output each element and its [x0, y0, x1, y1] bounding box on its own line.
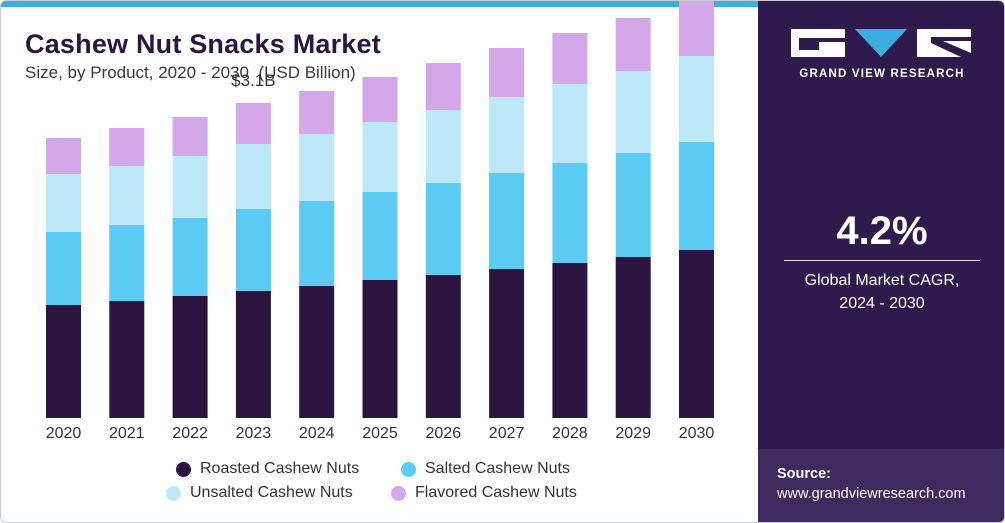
- bar-segment-roasted-cashew-nuts-2020: [46, 305, 81, 418]
- bar-segment-unsalted-cashew-nuts-2027: [489, 97, 525, 173]
- bar-segment-flavored-cashew-nuts-2020: [46, 138, 81, 174]
- bar-segment-roasted-cashew-nuts-2024: [299, 286, 335, 418]
- accent-top-bar: [1, 1, 758, 7]
- cagr-label-line1: Global Market CAGR,: [804, 272, 960, 289]
- x-tick-label-2023: 2023: [236, 425, 272, 442]
- bar-segment-unsalted-cashew-nuts-2029: [615, 71, 651, 153]
- bar-segment-unsalted-cashew-nuts-2028: [552, 84, 588, 163]
- x-tick-label-2024: 2024: [299, 425, 335, 442]
- legend-swatch-unsalted: [166, 485, 181, 501]
- cagr-label-line2: 2024 - 2030: [839, 295, 925, 312]
- data-label-2023: $3.1B: [231, 71, 275, 90]
- x-tick-label-2026: 2026: [426, 425, 462, 442]
- bar-segment-flavored-cashew-nuts-2030: [679, 1, 714, 56]
- brand-name: GRAND VIEW RESEARCH: [799, 68, 965, 80]
- bar-segment-unsalted-cashew-nuts-2022: [172, 156, 208, 218]
- stacked-bar-chart: 2020 2021 2022 2023 $3.1B 2024 2025 2026 2027 202…: [46, 1, 715, 442]
- bar-segment-salted-cashew-nuts-2021: [109, 225, 145, 301]
- bar-segment-roasted-cashew-nuts-2028: [552, 263, 588, 418]
- legend-item-roasted: Roasted Cashew Nuts: [176, 460, 359, 478]
- source-label: Source:: [777, 466, 831, 482]
- source-link[interactable]: www.grandviewresearch.com: [777, 486, 966, 502]
- bar-segment-roasted-cashew-nuts-2023: [235, 291, 271, 418]
- cagr-label: Global Market CAGR, 2024 - 2030: [758, 269, 1004, 315]
- cagr-divider: [784, 260, 980, 261]
- bar-segment-roasted-cashew-nuts-2030: [679, 250, 714, 418]
- bar-segment-salted-cashew-nuts-2029: [615, 153, 651, 257]
- legend-swatch-roasted: [176, 461, 191, 477]
- x-tick-label-2025: 2025: [362, 425, 398, 442]
- bar-segment-flavored-cashew-nuts-2025: [362, 77, 398, 122]
- x-tick-label-2028: 2028: [552, 425, 588, 442]
- bar-segment-salted-cashew-nuts-2020: [46, 232, 81, 305]
- x-tick-label-2027: 2027: [489, 425, 525, 442]
- bar-segment-flavored-cashew-nuts-2029: [615, 18, 651, 71]
- bar-segment-unsalted-cashew-nuts-2026: [425, 110, 461, 183]
- bar-segment-roasted-cashew-nuts-2025: [362, 280, 398, 418]
- bar-segment-unsalted-cashew-nuts-2021: [109, 166, 145, 225]
- bar-segment-salted-cashew-nuts-2030: [679, 142, 714, 250]
- legend-swatch-salted: [401, 461, 416, 477]
- bar-segment-flavored-cashew-nuts-2021: [109, 128, 145, 166]
- x-tick-label-2029: 2029: [615, 425, 651, 442]
- bar-segment-flavored-cashew-nuts-2027: [489, 48, 525, 97]
- legend-swatch-flavored: [391, 485, 406, 501]
- bar-segment-salted-cashew-nuts-2028: [552, 163, 588, 263]
- bar-segment-flavored-cashew-nuts-2022: [172, 117, 208, 156]
- bar-segment-roasted-cashew-nuts-2022: [172, 296, 208, 418]
- bar-segment-salted-cashew-nuts-2025: [362, 192, 398, 280]
- bar-segment-salted-cashew-nuts-2027: [489, 173, 525, 269]
- bar-segment-salted-cashew-nuts-2022: [172, 218, 208, 296]
- bar-segment-roasted-cashew-nuts-2027: [489, 269, 525, 418]
- bar-segment-flavored-cashew-nuts-2028: [552, 33, 588, 84]
- x-tick-label-2030: 2030: [679, 425, 715, 442]
- legend-label-flavored: Flavored Cashew Nuts: [415, 484, 577, 501]
- source-box: Source: www.grandviewresearch.com: [758, 449, 1004, 522]
- bar-segment-roasted-cashew-nuts-2026: [425, 275, 461, 418]
- chart-subtitle: Size, by Product, 2020 - 2030 (USD Billi…: [25, 63, 356, 82]
- legend-item-unsalted: Unsalted Cashew Nuts: [166, 484, 353, 502]
- bar-segment-roasted-cashew-nuts-2021: [109, 301, 145, 418]
- bar-segment-unsalted-cashew-nuts-2024: [299, 134, 335, 201]
- bar-segment-unsalted-cashew-nuts-2020: [46, 174, 81, 232]
- bar-segment-unsalted-cashew-nuts-2023: [235, 144, 271, 209]
- side-panel: GRAND VIEW RESEARCH 4.2% Global Market C…: [758, 1, 1004, 522]
- legend-item-flavored: Flavored Cashew Nuts: [391, 484, 577, 502]
- legend-label-salted: Salted Cashew Nuts: [425, 460, 570, 477]
- bar-segment-salted-cashew-nuts-2026: [425, 183, 461, 275]
- legend-item-salted: Salted Cashew Nuts: [401, 460, 570, 478]
- legend-label-unsalted: Unsalted Cashew Nuts: [190, 484, 353, 501]
- gvr-logo-icon: [791, 29, 971, 57]
- bar-segment-roasted-cashew-nuts-2029: [615, 257, 651, 418]
- bar-segment-flavored-cashew-nuts-2024: [299, 91, 335, 134]
- x-tick-label-2020: 2020: [46, 425, 82, 442]
- bar-segment-flavored-cashew-nuts-2026: [425, 63, 461, 110]
- chart-title: Cashew Nut Snacks Market: [25, 29, 381, 59]
- bar-segment-unsalted-cashew-nuts-2025: [362, 122, 398, 192]
- bar-segment-flavored-cashew-nuts-2023: [235, 103, 271, 144]
- x-tick-label-2022: 2022: [172, 425, 208, 442]
- legend-label-roasted: Roasted Cashew Nuts: [200, 460, 360, 477]
- bar-segment-salted-cashew-nuts-2023: [235, 209, 271, 291]
- bar-segment-unsalted-cashew-nuts-2030: [679, 56, 714, 142]
- cagr-value: 4.2%: [836, 209, 928, 253]
- bar-segment-salted-cashew-nuts-2024: [299, 201, 335, 286]
- x-tick-label-2021: 2021: [109, 425, 145, 442]
